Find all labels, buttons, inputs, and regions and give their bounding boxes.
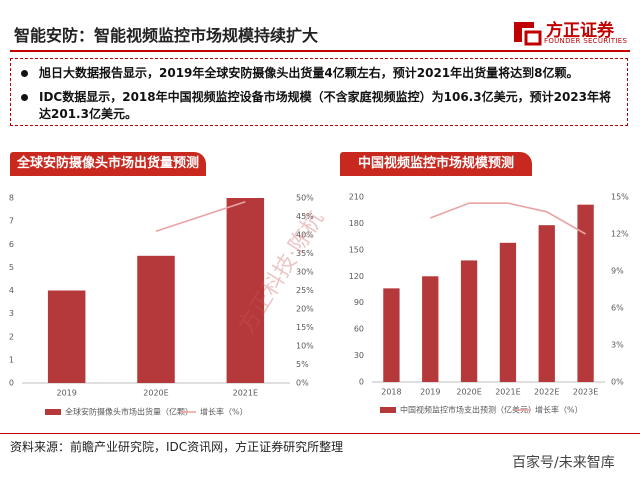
chart-title: 中国视频监控市场规模预测: [340, 152, 532, 176]
legend-label: 增长率（%）: [200, 407, 248, 417]
x-tick-label: 2018: [381, 388, 401, 397]
x-tick-label: 2020E: [143, 389, 168, 398]
x-tick-label: 2019: [420, 388, 440, 397]
y-tick-label: 1: [9, 355, 14, 364]
y2-tick-label: 40%: [296, 231, 314, 240]
y2-tick-label: 15%: [296, 323, 314, 332]
y-tick-label: 3: [9, 309, 14, 318]
x-tick-label: 2020E: [456, 388, 481, 397]
x-tick-label: 2021E: [233, 389, 258, 398]
y2-tick-label: 5%: [296, 360, 309, 369]
bar: [383, 288, 400, 382]
bar: [538, 225, 555, 382]
y-tick-label: 7: [9, 217, 14, 226]
y2-tick-label: 15%: [611, 193, 629, 202]
logo-subtitle: FOUNDER SECURITIES: [544, 37, 628, 45]
legend-label: 全球安防摄像头市场出货量（亿颗）: [65, 407, 193, 417]
y2-tick-label: 50%: [296, 194, 314, 203]
bar: [460, 260, 478, 382]
line: [429, 202, 586, 235]
x-tick-label: 2022E: [534, 388, 559, 397]
y-tick-label: 180: [349, 219, 364, 228]
legend-label: 中国视频监控市场支出预测（亿美元）: [400, 405, 536, 415]
legend-swatch: [380, 407, 396, 413]
legend-label: 增长率（%）: [535, 405, 583, 415]
x-tick-label: 2019: [56, 389, 76, 398]
y-tick-label: 2: [9, 332, 14, 341]
bullet: 旭日大数据报告显示，2019年全球安防摄像头出货量4亿颗左右，预计2021年出货…: [21, 65, 619, 82]
y-tick-label: 8: [9, 194, 14, 203]
bullet: IDC数据显示，2018年中国视频监控设备市场规模（不含家庭视频监控）为106.…: [21, 89, 619, 123]
bullet-text: IDC数据显示，2018年中国视频监控设备市场规模（不含家庭视频监控）为106.…: [39, 90, 611, 121]
bar: [499, 242, 517, 382]
bar: [226, 198, 265, 383]
y2-tick-label: 9%: [611, 267, 624, 276]
source-note: 资料来源：前瞻产业研究院，IDC资讯网，方正证券研究所整理: [10, 440, 344, 454]
y-tick-label: 4: [9, 286, 14, 295]
y2-tick-label: 0%: [611, 378, 624, 387]
bullet-text: 旭日大数据报告显示，2019年全球安防摄像头出货量4亿颗左右，预计2021年出货…: [39, 66, 579, 80]
chart: 0 1 2 3 4 5 6 7 8 0% 5% 10% 15% 20% 25% 30% 35% 40% 45% 50%…: [9, 194, 314, 417]
chart: 0 30 60 90 120 150 180 210 0% 3% 6% 9% 12% 15% 2018 201…: [349, 193, 629, 415]
y-tick-label: 60: [354, 325, 364, 334]
y-tick-label: 0: [9, 379, 14, 388]
slide-title: 智能安防：智能视频监控市场规模持续扩大: [14, 26, 319, 45]
y2-tick-label: 20%: [296, 305, 314, 314]
header-rule: [10, 50, 630, 52]
y-tick-label: 30: [354, 351, 364, 360]
y-tick-label: 120: [349, 272, 364, 281]
y2-tick-label: 30%: [296, 268, 314, 277]
y2-tick-label: 12%: [611, 230, 629, 239]
y-tick-label: 0: [359, 378, 364, 387]
legend-swatch: [45, 409, 61, 415]
credit: 百家号/未来智库: [512, 455, 615, 471]
y-tick-label: 150: [349, 245, 364, 254]
logo-icon: [514, 22, 542, 46]
y-tick-label: 210: [349, 193, 364, 202]
bar: [47, 290, 86, 383]
bar: [422, 276, 439, 382]
y-tick-label: 6: [9, 240, 14, 249]
y2-tick-label: 3%: [611, 341, 624, 350]
chart-title: 全球安防摄像头市场出货量预测: [10, 152, 206, 176]
line: [155, 200, 246, 233]
x-tick-label: 2023E: [573, 388, 598, 397]
y-tick-label: 5: [9, 263, 14, 272]
y2-tick-label: 10%: [296, 342, 314, 351]
y-tick-label: 90: [354, 298, 364, 307]
y2-tick-label: 6%: [611, 304, 624, 313]
y2-tick-label: 0%: [296, 379, 309, 388]
bar: [137, 255, 175, 383]
bar: [577, 204, 594, 382]
y2-tick-label: 45%: [296, 212, 314, 221]
logo-name: 方正证券: [546, 21, 614, 41]
x-tick-label: 2021E: [495, 388, 520, 397]
bullet-box: 旭日大数据报告显示，2019年全球安防摄像头出货量4亿颗左右，预计2021年出货…: [10, 58, 628, 126]
y2-tick-label: 25%: [296, 286, 314, 295]
y2-tick-label: 35%: [296, 249, 314, 258]
footer-rule: [0, 433, 640, 434]
